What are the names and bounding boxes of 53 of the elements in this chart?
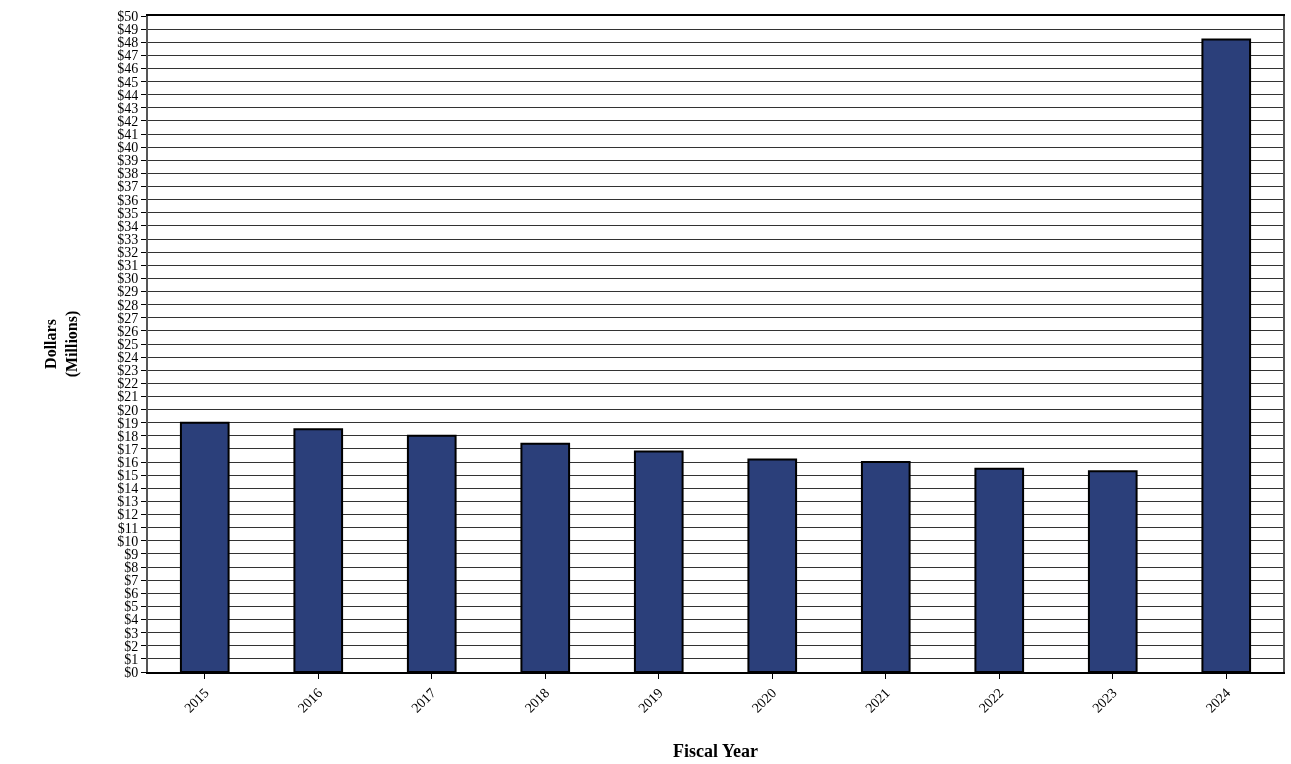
y-tick-label: $44 — [117, 87, 139, 103]
y-tick-label: $4 — [124, 612, 139, 628]
y-tick-label: $3 — [124, 625, 139, 641]
y-tick-label: $38 — [117, 166, 139, 182]
y-tick-label: $2 — [124, 638, 139, 654]
y-tick-label: $17 — [117, 441, 139, 457]
x-axis-title: Fiscal Year — [673, 741, 758, 762]
y-tick-label: $37 — [117, 179, 139, 195]
y-tick-label: $36 — [117, 192, 139, 208]
y-tick-label: $42 — [117, 113, 139, 129]
y-tick-label: $1 — [124, 651, 139, 667]
y-tick-label: $9 — [124, 546, 139, 562]
y-tick-label: $50 — [117, 8, 139, 24]
y-tick-label: $40 — [117, 140, 139, 156]
y-tick-label: $18 — [117, 428, 139, 444]
y-tick-label: $22 — [117, 376, 139, 392]
y-tick-label: $32 — [117, 245, 139, 261]
y-tick-label: $26 — [117, 323, 139, 339]
y-tick-label: $23 — [117, 363, 139, 379]
y-tick-label: $7 — [124, 573, 139, 589]
y-tick-label: $30 — [117, 271, 139, 287]
y-tick-label: $16 — [117, 454, 139, 470]
y-tick-label: $29 — [117, 284, 139, 300]
y-tick-label: $25 — [117, 336, 139, 352]
y-tick-label: $43 — [117, 100, 139, 116]
y-tick-label: $6 — [124, 586, 139, 602]
y-tick-label: $46 — [117, 61, 139, 77]
y-tick-label: $21 — [117, 389, 139, 405]
y-tick-label: $27 — [117, 310, 139, 326]
y-tick-label: $19 — [117, 415, 139, 431]
y-tick-label: $13 — [117, 494, 139, 510]
y-tick-label: $45 — [117, 74, 139, 90]
y-tick-label: $11 — [117, 520, 139, 536]
y-tick-label: $34 — [117, 218, 139, 234]
y-tick-label: $8 — [124, 559, 139, 575]
y-tick-label: $39 — [117, 153, 139, 169]
y-tick-label: $28 — [117, 297, 139, 313]
y-tick-label: $5 — [124, 599, 139, 615]
y-axis-title: Dollars (Millions) — [41, 310, 81, 378]
y-tick-label: $41 — [117, 126, 139, 142]
y-tick-label: $35 — [117, 205, 139, 221]
y-tick-label: $15 — [117, 468, 139, 484]
y-tick-label: $33 — [117, 231, 139, 247]
y-tick-label: $24 — [117, 350, 139, 366]
y-tick-label: $49 — [117, 22, 139, 38]
y-tick-label: $48 — [117, 35, 139, 51]
y-tick-label: $0 — [124, 664, 139, 680]
y-tick-label: $31 — [117, 258, 139, 274]
y-tick-label: $14 — [117, 481, 139, 497]
y-tick-label: $20 — [117, 402, 139, 418]
y-tick-label: $12 — [117, 507, 139, 523]
y-tick-label: $47 — [117, 48, 139, 64]
y-tick-label: $10 — [117, 533, 139, 549]
